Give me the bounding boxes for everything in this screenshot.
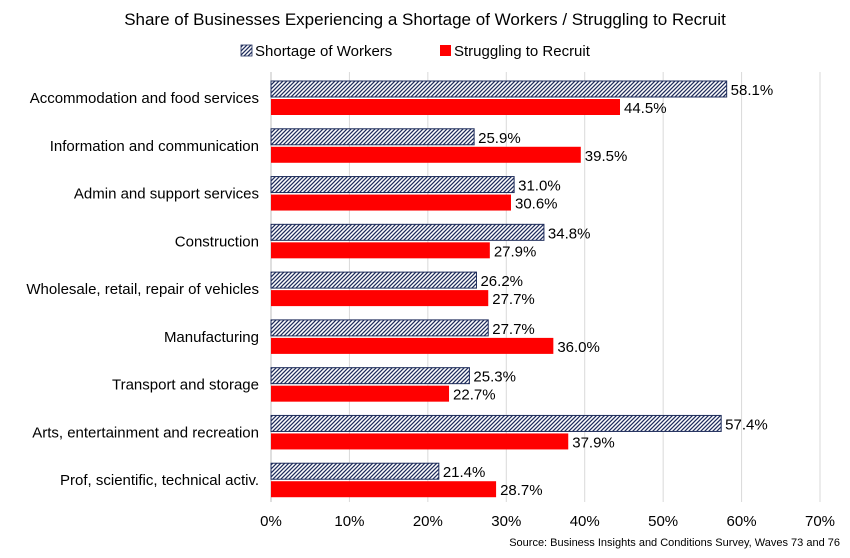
- data-label: 30.6%: [515, 196, 558, 213]
- data-label: 25.3%: [473, 369, 516, 386]
- data-label: 58.1%: [731, 82, 774, 99]
- category-label: Wholesale, retail, repair of vehicles: [26, 281, 259, 298]
- bar-shortage-of-workers: [270, 271, 477, 289]
- legend-label-shortage: Shortage of Workers: [255, 43, 392, 60]
- x-tick-label: 30%: [491, 513, 521, 530]
- x-tick-label: 20%: [413, 513, 443, 530]
- bar-struggling-to-recruit: [271, 146, 581, 163]
- category-label: Admin and support services: [74, 186, 259, 203]
- legend: Shortage of Workers Struggling to Recrui…: [240, 43, 591, 60]
- category-label: Construction: [175, 233, 259, 250]
- data-label: 27.7%: [492, 321, 535, 338]
- x-tick-label: 70%: [805, 513, 835, 530]
- data-label: 37.9%: [572, 434, 615, 451]
- data-label: 44.5%: [624, 100, 667, 117]
- data-label: 27.7%: [492, 291, 535, 308]
- x-tick-label: 0%: [260, 513, 282, 530]
- category-label: Information and communication: [50, 138, 259, 155]
- category-label: Prof, scientific, technical activ.: [60, 472, 259, 489]
- x-tick-label: 50%: [648, 513, 678, 530]
- data-label: 31.0%: [518, 178, 561, 195]
- data-label: 34.8%: [548, 225, 591, 242]
- category-label: Transport and storage: [112, 377, 259, 394]
- x-tick-label: 60%: [727, 513, 757, 530]
- category-labels: Accommodation and food services Informati…: [26, 90, 259, 489]
- bar-struggling-to-recruit: [271, 385, 450, 402]
- category-label: Manufacturing: [164, 329, 259, 346]
- bar-struggling-to-recruit: [271, 433, 569, 450]
- data-label: 22.7%: [453, 387, 496, 404]
- data-label: 57.4%: [725, 416, 768, 433]
- data-label: 28.7%: [500, 482, 543, 499]
- chart-title: Share of Businesses Experiencing a Short…: [124, 10, 726, 29]
- bar-struggling-to-recruit: [271, 290, 489, 307]
- x-tick-label: 40%: [570, 513, 600, 530]
- category-label: Accommodation and food services: [30, 90, 259, 107]
- data-label: 25.9%: [478, 130, 521, 147]
- bar-shortage-of-workers: [270, 462, 440, 480]
- bar-struggling-to-recruit: [271, 337, 554, 354]
- x-axis-ticks: 0% 10% 20% 30% 40% 50% 60% 70%: [260, 513, 835, 530]
- bar-struggling-to-recruit: [271, 481, 497, 498]
- data-label: 39.5%: [585, 148, 628, 165]
- bar-shortage-of-workers: [270, 319, 489, 337]
- bar-shortage-of-workers: [270, 367, 470, 385]
- bar-struggling-to-recruit: [271, 194, 511, 211]
- legend-swatch-recruit: [440, 45, 451, 56]
- legend-label-recruit: Struggling to Recruit: [454, 43, 591, 60]
- bar-shortage-of-workers: [270, 128, 475, 146]
- data-label: 26.2%: [480, 273, 523, 290]
- data-label: 27.9%: [494, 243, 537, 260]
- bars: [270, 80, 728, 498]
- data-labels: 58.1% 44.5% 25.9% 39.5% 31.0%30.6% 34.8% 27.9%…: [443, 82, 773, 499]
- category-label: Arts, entertainment and recreation: [32, 424, 259, 441]
- data-label: 21.4%: [443, 464, 486, 481]
- source-note: Source: Business Insights and Conditions…: [509, 537, 840, 549]
- bar-shortage-of-workers: [270, 223, 545, 241]
- legend-swatch-shortage: [240, 44, 253, 57]
- bar-struggling-to-recruit: [271, 99, 621, 115]
- bar-shortage-of-workers: [270, 80, 728, 98]
- bar-struggling-to-recruit: [271, 242, 490, 259]
- x-tick-label: 10%: [334, 513, 364, 530]
- bar-shortage-of-workers: [270, 414, 722, 432]
- data-label: 36.0%: [557, 339, 600, 356]
- bar-shortage-of-workers: [270, 176, 515, 194]
